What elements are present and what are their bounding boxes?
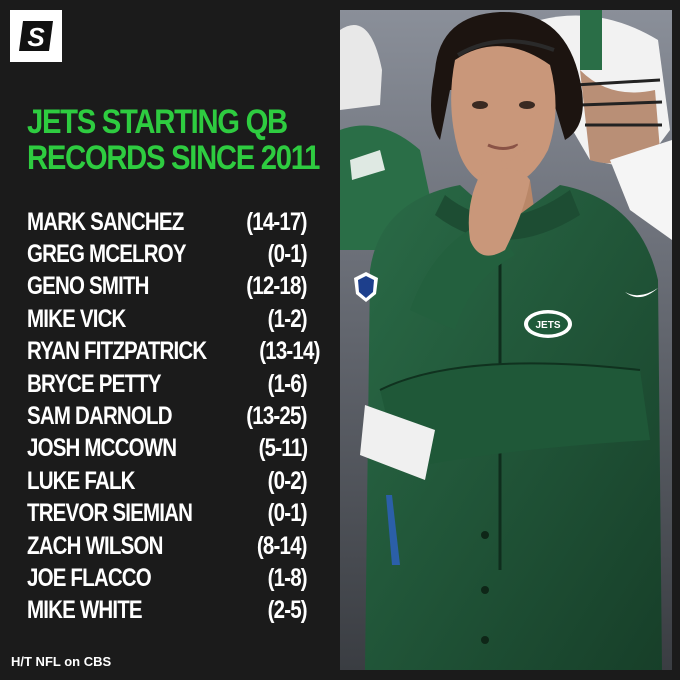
list-item: SAM DARNOLD (13-25) bbox=[27, 400, 308, 432]
qb-name: GENO SMITH bbox=[27, 272, 149, 301]
jets-chest-logo: JETS bbox=[524, 310, 572, 338]
qb-record-list: MARK SANCHEZ (14-17) GREG MCELROY (0-1) GE… bbox=[27, 206, 320, 627]
coach-illustration: JETS bbox=[340, 10, 672, 670]
face bbox=[451, 46, 556, 189]
qb-record: (1-2) bbox=[267, 304, 308, 333]
brand-swoosh bbox=[625, 288, 658, 298]
background-helmet-left bbox=[340, 25, 382, 110]
list-item: BRYCE PETTY (1-6) bbox=[27, 368, 308, 400]
qb-record: (12-18) bbox=[246, 272, 308, 301]
qb-record: (8-14) bbox=[257, 531, 308, 560]
qb-name: TREVOR SIEMIAN bbox=[27, 499, 193, 528]
hand bbox=[468, 168, 530, 256]
svg-text:JETS: JETS bbox=[535, 320, 560, 331]
thescore-logo: S bbox=[10, 10, 62, 62]
list-item: GENO SMITH (12-18) bbox=[27, 271, 308, 303]
pen bbox=[386, 495, 400, 565]
list-item: JOSH MCCOWN (5-11) bbox=[27, 433, 308, 465]
list-item: MIKE WHITE (2-5) bbox=[27, 595, 308, 627]
qb-record: (5-11) bbox=[258, 434, 307, 463]
qb-record: (13-25) bbox=[246, 402, 308, 431]
qb-record: (13-14) bbox=[258, 337, 320, 366]
qb-record: (1-6) bbox=[267, 369, 308, 398]
qb-name: ZACH WILSON bbox=[27, 531, 163, 560]
player-photo: JETS bbox=[340, 10, 672, 670]
qb-name: JOSH MCCOWN bbox=[27, 434, 177, 463]
qb-name: LUKE FALK bbox=[27, 466, 135, 495]
title-line-1: JETS STARTING QB bbox=[27, 103, 288, 141]
list-item: MARK SANCHEZ (14-17) bbox=[27, 206, 308, 238]
qb-record: (14-17) bbox=[246, 207, 308, 236]
qb-name: MARK SANCHEZ bbox=[27, 207, 184, 236]
list-item: MIKE VICK (1-2) bbox=[27, 303, 308, 335]
list-item: TREVOR SIEMIAN (0-1) bbox=[27, 498, 308, 530]
qb-record: (0-1) bbox=[267, 240, 308, 269]
title-line-2: RECORDS SINCE 2011 bbox=[27, 139, 320, 177]
background-player-right bbox=[540, 10, 672, 240]
list-item: RYAN FITZPATRICK (13-14) bbox=[27, 336, 320, 368]
qb-record: (2-5) bbox=[267, 596, 308, 625]
svg-text:S: S bbox=[27, 22, 45, 52]
page-title: JETS STARTING QB RECORDS SINCE 2011 bbox=[27, 103, 320, 177]
qb-record: (0-2) bbox=[267, 466, 308, 495]
list-item: GREG MCELROY (0-1) bbox=[27, 238, 308, 270]
paper-sheet bbox=[360, 405, 435, 480]
qb-record: (1-8) bbox=[267, 563, 308, 592]
qb-name: GREG MCELROY bbox=[27, 240, 187, 269]
qb-record: (0-1) bbox=[267, 499, 308, 528]
score-s-icon: S bbox=[19, 21, 53, 52]
list-item: LUKE FALK (0-2) bbox=[27, 465, 308, 497]
list-item: JOE FLACCO (1-8) bbox=[27, 562, 308, 594]
photo-credit: H/T NFL on CBS bbox=[11, 654, 112, 669]
qb-name: MIKE VICK bbox=[27, 304, 126, 333]
qb-name: RYAN FITZPATRICK bbox=[27, 337, 207, 366]
qb-name: MIKE WHITE bbox=[27, 596, 143, 625]
qb-name: BRYCE PETTY bbox=[27, 369, 162, 398]
list-item: ZACH WILSON (8-14) bbox=[27, 530, 308, 562]
qb-name: JOE FLACCO bbox=[27, 563, 152, 592]
qb-name: SAM DARNOLD bbox=[27, 402, 173, 431]
